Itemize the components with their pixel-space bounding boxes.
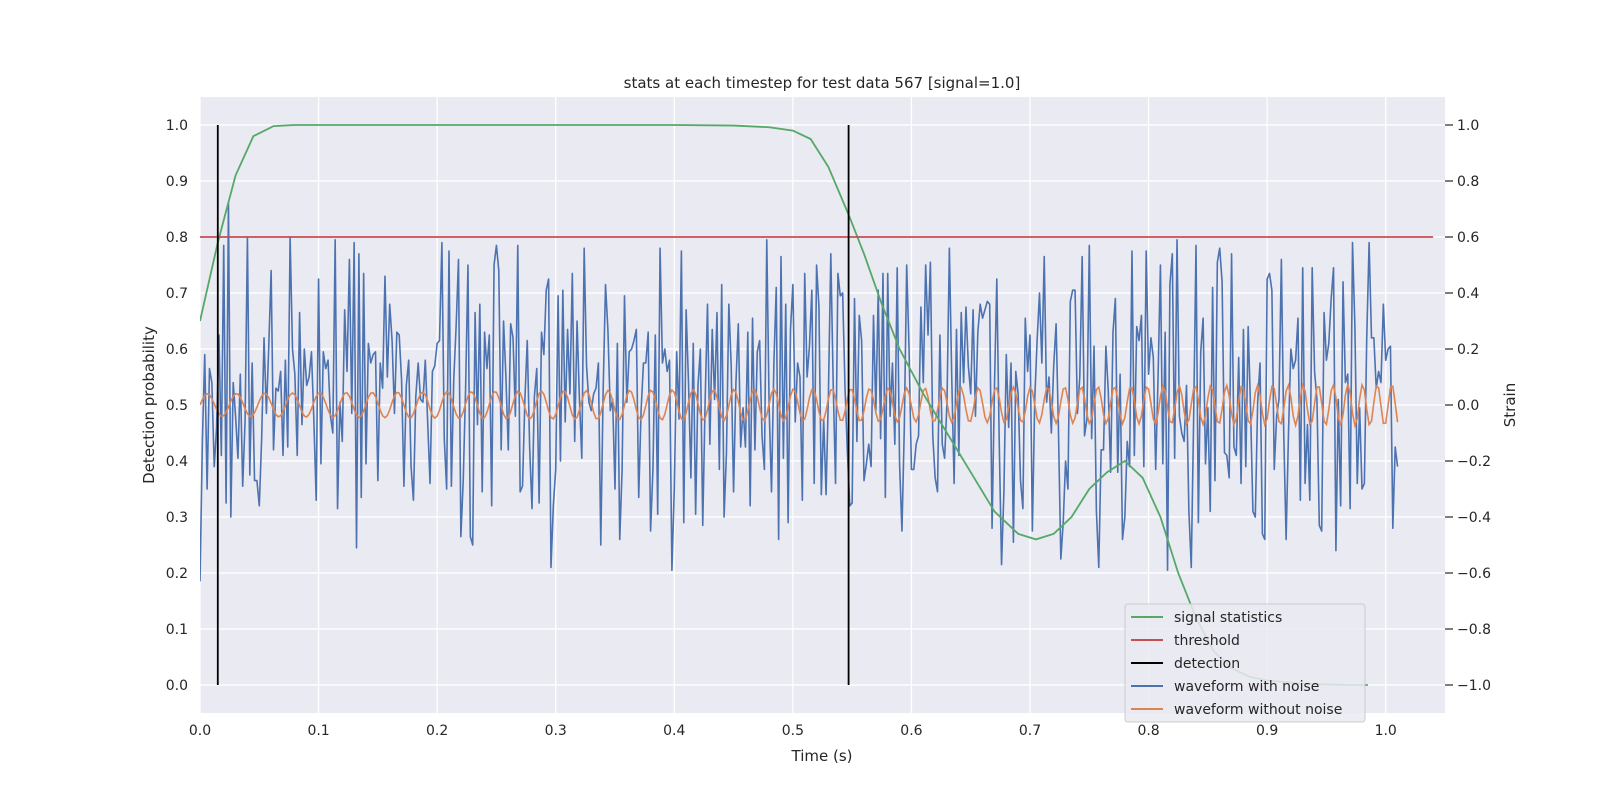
right-y-axis: −1.0 −0.8 −0.6 −0.4 −0.2 0.0 0.2 0.4 0.6 0.8 1.0 [1445,118,1491,694]
y-tick-label: 0.1 [166,622,188,638]
x-axis: 0.0 0.1 0.2 0.3 0.4 0.5 0.6 0.7 0.8 0.9 1.0 [189,723,1397,739]
y2-tick-label: 0.0 [1457,398,1479,414]
y-tick-label: 0.6 [166,342,188,358]
y2-tick-label: −0.8 [1457,622,1491,638]
x-tick-label: 0.5 [782,723,804,739]
y-axis-label: Detection probability [140,326,158,484]
left-y-axis: 0.0 0.1 0.2 0.3 0.4 0.5 0.6 0.7 0.8 0.9 1.0 [166,118,188,694]
y-tick-label: 0.4 [166,454,188,470]
y-tick-label: 0.3 [166,510,188,526]
y2-tick-label: 0.6 [1457,230,1479,246]
y2-tick-label: 0.4 [1457,286,1479,302]
x-tick-label: 0.1 [307,723,329,739]
y-tick-label: 0.8 [166,230,188,246]
y2-tick-label: −0.2 [1457,454,1491,470]
y-tick-label: 0.0 [166,678,188,694]
y2-tick-label: 1.0 [1457,118,1479,134]
y2-axis-label: Strain [1501,383,1519,427]
y2-tick-label: −1.0 [1457,678,1491,694]
series-waveform-without-noise [200,382,1399,429]
y2-tick-label: −0.6 [1457,566,1491,582]
legend-label-waveform-without-noise: waveform without noise [1174,702,1342,718]
legend-label-waveform-with-noise: waveform with noise [1174,679,1319,695]
legend-label-threshold: threshold [1174,633,1240,649]
x-tick-label: 0.3 [545,723,567,739]
x-tick-label: 0.2 [426,723,448,739]
y2-tick-label: 0.2 [1457,342,1479,358]
legend-label-detection: detection [1174,656,1240,672]
y-tick-label: 0.5 [166,398,188,414]
y-tick-label: 0.7 [166,286,188,302]
x-tick-label: 0.9 [1256,723,1278,739]
legend-box [1124,603,1366,723]
series-waveform-with-noise [200,202,1399,582]
x-tick-label: 0.6 [900,723,922,739]
legend-label-signal-statistics: signal statistics [1174,610,1282,626]
x-tick-label: 1.0 [1375,723,1397,739]
chart-title: stats at each timestep for test data 567… [624,74,1021,92]
x-axis-label: Time (s) [791,747,853,765]
x-tick-label: 0.8 [1137,723,1159,739]
y-tick-label: 0.9 [166,174,188,190]
y-tick-label: 1.0 [166,118,188,134]
y2-tick-label: −0.4 [1457,510,1491,526]
legend: signal statistics threshold detection wa… [1124,603,1366,723]
y-tick-label: 0.2 [166,566,188,582]
y2-tick-label: 0.8 [1457,174,1479,190]
x-tick-label: 0.0 [189,723,211,739]
x-tick-label: 0.7 [1019,723,1041,739]
x-tick-label: 0.4 [663,723,685,739]
